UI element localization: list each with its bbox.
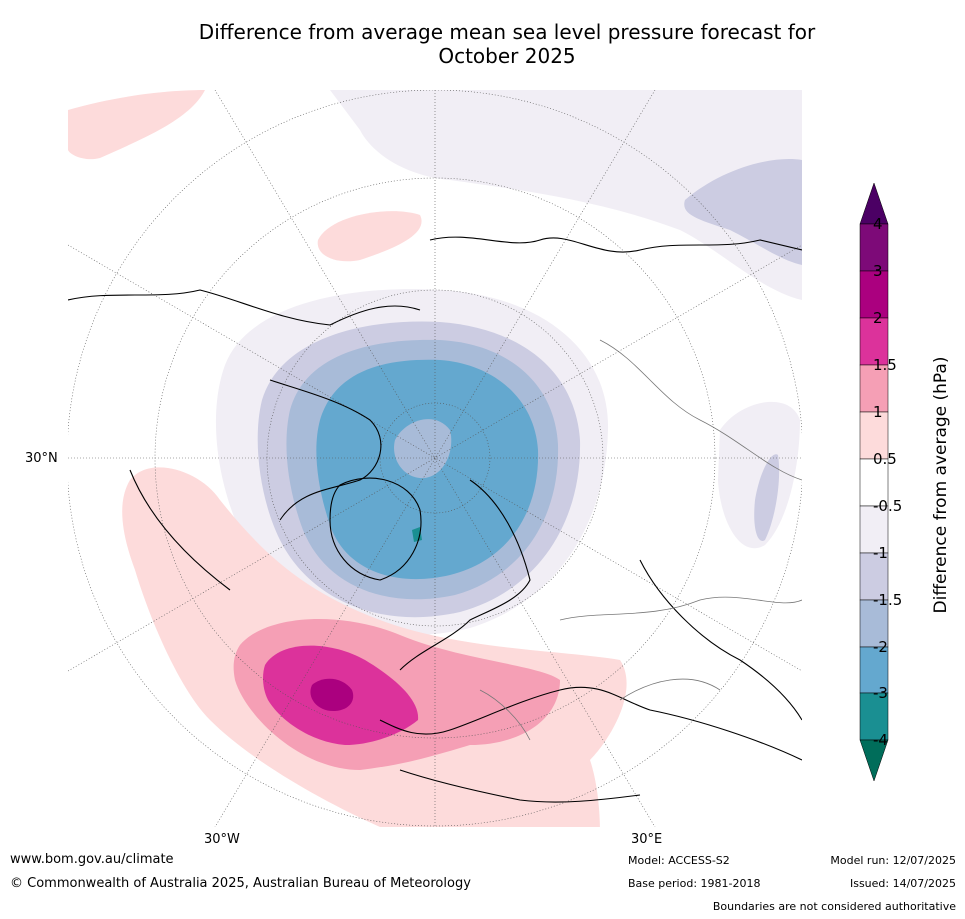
colorbar-tick-3: 3: [873, 262, 883, 280]
lon-label-30w: 30°W: [204, 832, 240, 847]
footer-copyright: © Commonwealth of Australia 2025, Austra…: [10, 876, 471, 891]
anomaly-minus1-north: [330, 90, 802, 300]
footer-model: Model: ACCESS-S2: [628, 854, 730, 867]
anomaly-minus3-greenland: [412, 527, 422, 542]
footer-base-period: Base period: 1981-2018: [628, 877, 761, 890]
borders: [479, 339, 802, 741]
anomaly-plus2-atlantic: [310, 678, 354, 712]
colorbar-seg-m0-5-m1: [859, 505, 889, 554]
colorbar-seg-m2-m3: [859, 646, 889, 694]
colorbar-seg-1-5-2: [859, 317, 889, 366]
anomaly-plus0-5-pacific: [317, 211, 422, 262]
colorbar-tick-2: 2: [873, 309, 883, 327]
anomaly-minus1-5-pole: [394, 419, 452, 479]
map-panel: [68, 90, 802, 827]
colorbar-seg-2-3: [859, 270, 889, 319]
footer-issued: Issued: 14/07/2025: [849, 877, 956, 890]
colorbar: [859, 182, 889, 782]
colorbar-tick-m1: -1: [873, 544, 888, 562]
anomaly-plus0-5-northwest: [68, 90, 205, 160]
colorbar-tick-m3: -3: [873, 684, 888, 702]
colorbar-tick-m2: -2: [873, 638, 888, 656]
footer-url[interactable]: www.bom.gov.au/climate: [10, 852, 174, 867]
colorbar-tick-m1-5: -1.5: [873, 591, 903, 609]
footer-disclaimer: Boundaries are not considered authoritat…: [712, 900, 956, 913]
lat-label-30n: 30°N: [25, 451, 58, 466]
title-line-2: October 2025: [438, 44, 576, 68]
colorbar-tick-m4: -4: [873, 731, 888, 749]
anomaly-minus1-5-northeast: [684, 159, 802, 265]
colorbar-tick-1: 1: [873, 403, 883, 421]
anomaly-minus0-5-asia: [718, 401, 800, 549]
coastlines: [68, 236, 802, 803]
footer-model-run: Model run: 12/07/2025: [830, 854, 956, 867]
colorbar-title: Difference from average (hPa): [931, 356, 951, 614]
anomaly-minus1-asia: [754, 454, 780, 541]
colorbar-seg-m3-m4: [859, 692, 889, 741]
chart-title: Difference from average mean sea level p…: [0, 20, 965, 68]
colorbar-tick-m0-5: -0.5: [873, 497, 903, 515]
graticule: [68, 90, 802, 827]
colorbar-seg-m1-5-m2: [859, 599, 889, 648]
colorbar-arrow-bottom: [859, 739, 889, 782]
colorbar-tick-0-5: 0.5: [873, 450, 897, 468]
colorbar-tick-1-5: 1.5: [873, 356, 897, 374]
colorbar-seg-m1-m1-5: [859, 552, 889, 601]
colorbar-tick-4: 4: [873, 215, 883, 233]
colorbar-seg-3-4: [859, 223, 889, 272]
title-line-1: Difference from average mean sea level p…: [198, 20, 816, 44]
lon-label-30e: 30°E: [631, 832, 663, 847]
